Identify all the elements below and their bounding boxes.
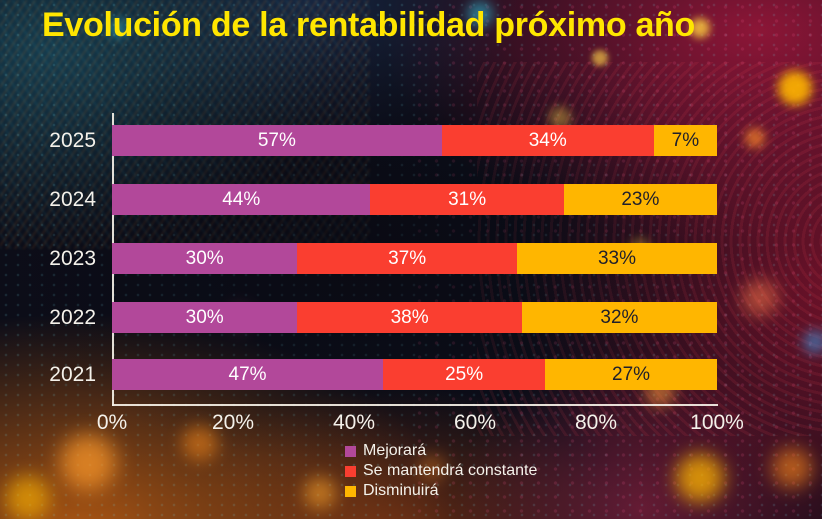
segment-value-label: 44% — [222, 188, 261, 210]
segment-disminuir-: 27% — [545, 359, 718, 390]
segment-disminuir-: 33% — [516, 243, 717, 274]
segment-value-label: 31% — [448, 188, 487, 210]
chart-legend: Mejorará Se mantendrá constante Disminuirá — [345, 441, 537, 501]
x-tick-label: 80% — [574, 411, 618, 434]
bar-row-2023: 30% 37% 33% — [112, 243, 717, 274]
bar-row-2025: 57% 34% 7% — [112, 125, 717, 156]
segment-value-label: 47% — [228, 363, 267, 385]
segment-mejorar-: 44% — [112, 184, 371, 215]
segment-mejorar-: 30% — [112, 302, 298, 333]
segment-value-label: 25% — [445, 363, 484, 385]
segment-mejorar-: 57% — [112, 125, 442, 156]
year-label: 2023 — [49, 247, 96, 270]
segment-value-label: 38% — [390, 306, 429, 328]
segment-se-mantendr-constante: 34% — [441, 125, 654, 156]
x-axis-line — [112, 404, 718, 406]
segment-se-mantendr-constante: 25% — [383, 359, 546, 390]
segment-disminuir-: 7% — [653, 125, 717, 156]
year-label: 2022 — [49, 306, 96, 329]
legend-swatch — [345, 465, 356, 477]
segment-value-label: 7% — [671, 129, 700, 151]
year-label: 2025 — [49, 129, 96, 152]
segment-value-label: 30% — [185, 306, 224, 328]
segment-value-label: 37% — [388, 247, 427, 269]
legend-item: Disminuirá — [345, 481, 537, 501]
segment-value-label: 32% — [600, 306, 639, 328]
x-tick-label: 60% — [453, 411, 497, 434]
bar-row-2024: 44% 31% 23% — [112, 184, 717, 215]
legend-label: Disminuirá — [363, 482, 439, 499]
segment-disminuir-: 32% — [521, 302, 717, 333]
year-label: 2024 — [49, 188, 96, 211]
segment-value-label: 57% — [257, 129, 296, 151]
segment-value-label: 34% — [528, 129, 567, 151]
segment-disminuir-: 23% — [563, 184, 717, 215]
legend-item: Se mantendrá constante — [345, 461, 537, 481]
bar-row-2022: 30% 38% 32% — [112, 302, 717, 333]
legend-item: Mejorará — [345, 441, 537, 461]
segment-se-mantendr-constante: 38% — [297, 302, 522, 333]
chart-title: Evolución de la rentabilidad próximo año — [42, 6, 695, 44]
x-tick-label: 0% — [96, 411, 128, 434]
segment-se-mantendr-constante: 37% — [297, 243, 517, 274]
segment-value-label: 27% — [612, 363, 651, 385]
legend-swatch — [345, 485, 356, 497]
segment-se-mantendr-constante: 31% — [370, 184, 564, 215]
x-tick-label: 100% — [690, 411, 744, 434]
year-label: 2021 — [49, 363, 96, 386]
segment-value-label: 23% — [621, 188, 660, 210]
legend-label: Se mantendrá constante — [363, 462, 538, 479]
segment-mejorar-: 47% — [112, 359, 384, 390]
legend-label: Mejorará — [363, 442, 427, 459]
x-tick-label: 20% — [211, 411, 255, 434]
legend-swatch — [345, 445, 356, 457]
segment-mejorar-: 30% — [112, 243, 298, 274]
x-tick-label: 40% — [332, 411, 376, 434]
bar-row-2021: 47% 25% 27% — [112, 359, 718, 390]
segment-value-label: 33% — [597, 247, 636, 269]
segment-value-label: 30% — [185, 247, 224, 269]
